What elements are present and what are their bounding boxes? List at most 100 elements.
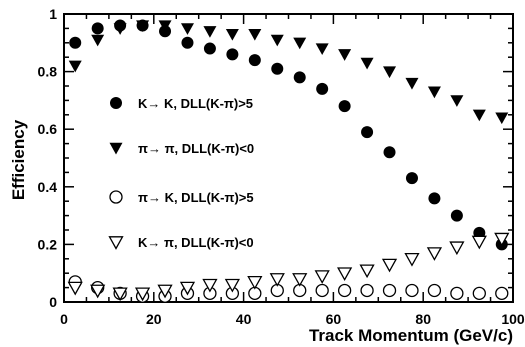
legend-marker: [110, 97, 122, 109]
data-point: [427, 86, 441, 99]
data-point: [248, 54, 261, 67]
data-point: [67, 281, 83, 296]
data-point: [203, 26, 217, 38]
data-point: [68, 60, 82, 73]
axis-tick-labels: 0 20 40 60 80 100 0 0.2 0.4 0.6 0.8 1: [38, 6, 525, 327]
legend-entry: K→ K, DLL(K-π)>5: [110, 96, 253, 111]
data-point: [112, 287, 128, 302]
legend-marker: [109, 142, 123, 155]
y-tick-label: 1: [49, 6, 57, 22]
data-point: [270, 34, 284, 47]
x-tick-label: 20: [146, 311, 162, 327]
data-point: [383, 146, 396, 159]
data-point: [248, 28, 262, 41]
series-2: [68, 20, 509, 125]
legend-label: K→ π, DLL(K-π)<0: [138, 235, 254, 250]
x-tick-label: 0: [60, 311, 68, 327]
data-point: [472, 286, 486, 301]
x-tick-label: 80: [415, 311, 431, 327]
data-point: [494, 232, 510, 247]
data-point: [338, 100, 351, 113]
data-point: [225, 28, 239, 41]
data-point: [450, 209, 463, 222]
data-point: [203, 42, 216, 55]
data-point: [90, 284, 106, 299]
data-point: [405, 172, 418, 185]
data-point: [472, 109, 486, 122]
x-axis-title: Track Momentum (GeV/c): [309, 326, 513, 345]
y-axis-title: Efficiency: [9, 119, 28, 200]
axis-ticks: [63, 13, 514, 303]
legend-marker: [109, 190, 123, 204]
data-point: [293, 71, 306, 84]
legend: K→ K, DLL(K-π)>5 π→ π, DLL(K-π)<0 π→ K, DL…: [108, 96, 254, 250]
plot-frame: [63, 13, 514, 303]
data-point: [338, 49, 352, 61]
data-point: [134, 287, 151, 302]
data-point: [292, 273, 308, 287]
legend-label: π→ K, DLL(K-π)>5: [138, 190, 254, 205]
data-point: [360, 57, 374, 70]
plot-axes: [63, 13, 514, 303]
data-point: [471, 235, 487, 250]
data-point: [495, 112, 509, 125]
data-point: [383, 66, 397, 79]
data-point: [224, 278, 240, 293]
data-point: [404, 252, 420, 267]
legend-entry: K→ π, DLL(K-π)<0: [108, 235, 254, 250]
data-point: [337, 267, 353, 282]
data-point: [91, 22, 104, 35]
series-1: [69, 19, 508, 251]
data-point: [405, 283, 419, 298]
y-tick-label: 0: [49, 294, 57, 310]
data-point: [382, 283, 397, 298]
data-point: [450, 286, 464, 301]
data-point: [427, 283, 442, 298]
data-point: [360, 283, 374, 298]
data-point: [314, 270, 330, 284]
data-point: [113, 23, 127, 35]
data-point: [361, 126, 374, 139]
data-point: [202, 278, 218, 293]
data-point: [181, 36, 194, 49]
data-point: [226, 48, 239, 61]
data-point: [158, 20, 172, 33]
legend-label: K→ K, DLL(K-π)>5: [138, 96, 253, 111]
series-4: [67, 232, 510, 302]
y-tick-label: 0.4: [38, 179, 58, 195]
legend-entry: π→ π, DLL(K-π)<0: [109, 141, 254, 156]
data-point: [91, 34, 105, 47]
data-point: [157, 284, 173, 299]
data-point: [269, 273, 285, 287]
data-point: [315, 43, 329, 56]
data-point: [69, 36, 82, 49]
data-points: [67, 19, 510, 303]
data-point: [381, 258, 398, 273]
data-point: [428, 192, 441, 205]
data-point: [271, 62, 284, 75]
data-point: [449, 241, 465, 256]
data-point: [136, 20, 150, 33]
data-point: [179, 281, 196, 296]
y-tick-label: 0.2: [38, 236, 58, 252]
data-point: [450, 95, 464, 107]
data-point: [337, 283, 352, 298]
data-point: [359, 264, 375, 279]
x-tick-label: 40: [236, 311, 252, 327]
legend-label: π→ π, DLL(K-π)<0: [138, 141, 254, 156]
data-point: [247, 275, 263, 290]
data-point: [426, 247, 443, 261]
y-tick-label: 0.8: [38, 64, 58, 80]
legend-entry: π→ K, DLL(K-π)>5: [109, 190, 254, 205]
data-point: [495, 286, 509, 301]
data-point: [405, 77, 419, 90]
data-point: [316, 82, 329, 95]
data-point: [180, 23, 194, 35]
data-point: [315, 283, 329, 298]
data-point: [293, 37, 307, 50]
x-tick-label: 100: [501, 311, 525, 327]
y-tick-label: 0.6: [38, 121, 58, 137]
x-tick-label: 60: [326, 311, 342, 327]
legend-marker: [108, 236, 124, 250]
